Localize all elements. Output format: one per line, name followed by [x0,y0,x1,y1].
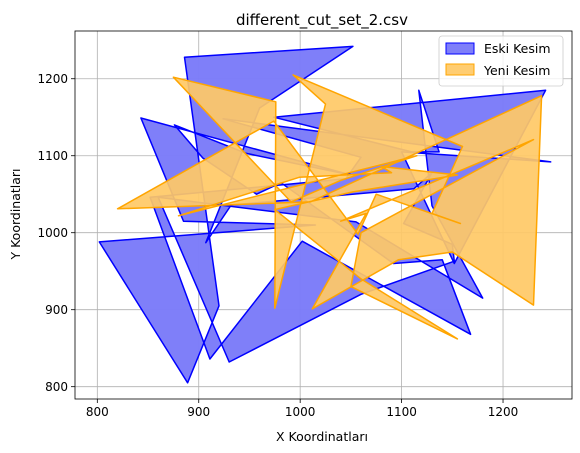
series-1-polygon-0 [116,74,543,340]
x-tick-label-800: 800 [86,405,109,419]
x-tick-label-900: 900 [187,405,210,419]
x-tick-label-1100: 1100 [386,405,417,419]
y-tick-label-1200: 1200 [37,72,68,86]
x-axis-label: X Koordinatları [276,429,368,444]
chart-title: different_cut_set_2.csv [236,11,408,30]
y-tick-label-800: 800 [45,380,68,394]
plot-frame [74,30,573,400]
y-tick-label-1000: 1000 [37,226,68,240]
x-tick-label-1200: 1200 [488,405,519,419]
legend: Eski Kesim Yeni Kesim [438,35,564,87]
y-tick-label-900: 900 [45,303,68,317]
axis-ticks: 800 900 1000 1100 1200 800 900 1000 1100 1200 [37,72,518,419]
y-tick-label-1100: 1100 [37,149,68,163]
legend-swatch-yeni-kesim [445,63,475,76]
legend-label-eski-kesim: Eski Kesim [484,41,551,56]
x-tick-label-1000: 1000 [285,405,316,419]
legend-swatch-eski-kesim [445,42,475,55]
plot-polygons [98,45,552,384]
legend-label-yeni-kesim: Yeni Kesim [483,63,550,78]
y-axis-label: Y Koordinatları [8,168,23,260]
